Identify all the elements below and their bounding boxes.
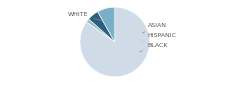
Text: ASIAN: ASIAN [142, 23, 167, 33]
Wedge shape [98, 7, 115, 42]
Wedge shape [86, 19, 115, 42]
Text: WHITE: WHITE [68, 12, 102, 20]
Wedge shape [89, 12, 115, 42]
Text: HISPANIC: HISPANIC [143, 33, 177, 42]
Text: BLACK: BLACK [140, 43, 168, 52]
Wedge shape [80, 7, 150, 77]
